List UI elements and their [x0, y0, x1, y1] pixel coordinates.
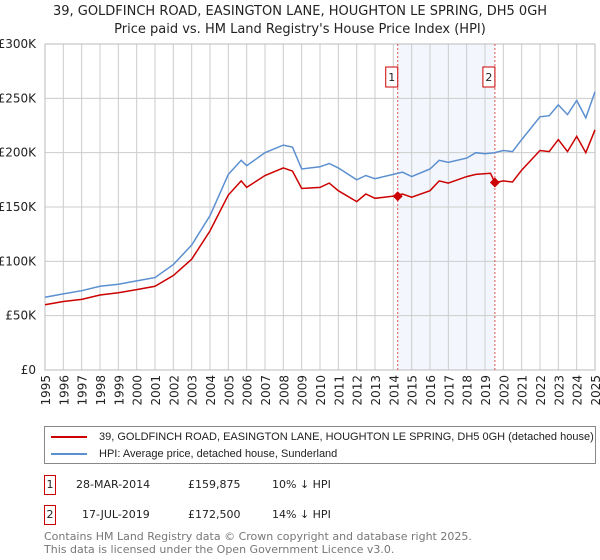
footer-line: This data is licensed under the Open Gov…	[44, 543, 395, 556]
legend-swatch-blue	[51, 453, 87, 455]
footer-line: Contains HM Land Registry data © Crown c…	[44, 530, 472, 543]
x-tick-label: 1999	[112, 375, 126, 406]
y-tick-label: £150K	[0, 200, 37, 214]
legend-swatch-red	[51, 436, 87, 438]
sale-date: 28-MAR-2014	[76, 478, 151, 491]
x-tick-label: 2014	[387, 375, 401, 406]
sale-hpi-diff: 10% ↓ HPI	[272, 478, 331, 491]
y-tick-label: £200K	[0, 146, 37, 160]
x-tick-label: 1997	[76, 375, 90, 406]
x-tick-label: 2019	[479, 375, 493, 406]
x-tick-label: 2007	[259, 375, 273, 406]
x-tick-label: 2004	[204, 375, 218, 406]
x-tick-label: 1998	[94, 375, 108, 406]
x-tick-label: 2022	[534, 375, 548, 406]
y-tick-label: £0	[21, 363, 36, 377]
x-tick-label: 2013	[369, 375, 383, 406]
chart-subtitle: Price paid vs. HM Land Registry's House …	[114, 22, 486, 37]
x-tick-label: 2020	[497, 375, 511, 406]
plot-frame	[44, 43, 596, 371]
sale-marker: 2	[44, 505, 56, 525]
legend: 39, GOLDFINCH ROAD, EASINGTON LANE, HOUG…	[44, 426, 596, 464]
x-tick-label: 2003	[186, 375, 200, 406]
sale-point	[392, 191, 403, 202]
x-tick-label: 2025	[589, 375, 600, 406]
legend-item-hpi: HPI: Average price, detached house, Sund…	[51, 446, 337, 462]
x-tick-label: 2008	[277, 375, 291, 406]
x-tick-label: 2018	[461, 375, 475, 406]
x-tick-label: 2016	[424, 375, 438, 406]
x-tick-label: 2002	[167, 375, 181, 406]
chart-title: 39, GOLDFINCH ROAD, EASINGTON LANE, HOUG…	[52, 4, 548, 19]
x-tick-label: 2011	[332, 375, 346, 406]
x-tick-label: 2000	[131, 375, 145, 406]
footer: Contains HM Land Registry data © Crown c…	[44, 530, 472, 556]
sale-label: 2	[485, 71, 492, 84]
y-tick-label: £50K	[5, 309, 37, 323]
x-tick-label: 2009	[296, 375, 310, 406]
x-tick-label: 2021	[516, 375, 530, 406]
legend-label: HPI: Average price, detached house, Sund…	[99, 448, 338, 460]
x-tick-label: 2015	[406, 375, 420, 406]
sale-price: £159,875	[188, 478, 241, 491]
property-series-line	[44, 129, 596, 306]
x-tick-label: 2017	[442, 375, 456, 406]
price-chart: 1995 1996 1997 1998 1999 2000 2001 2002 2003 2004…	[0, 37, 600, 406]
legend-label: 39, GOLDFINCH ROAD, EASINGTON LANE, HOUG…	[99, 431, 594, 443]
sale-price: £172,500	[188, 508, 241, 521]
x-tick-label: 2010	[314, 375, 328, 406]
x-tick-label: 2005	[222, 375, 236, 406]
x-tick-label: 2012	[351, 375, 365, 406]
sale-label: 1	[388, 71, 395, 84]
hpi-series-line	[44, 91, 596, 298]
sale-hpi-diff: 14% ↓ HPI	[272, 508, 331, 521]
x-tick-label: 2024	[571, 375, 585, 406]
sale-marker: 1	[44, 475, 56, 495]
x-tick-label: 2006	[241, 375, 255, 406]
y-tick-label: £250K	[0, 91, 37, 105]
sale-label-box	[385, 66, 399, 88]
x-tick-label: 1996	[57, 375, 71, 406]
y-tick-label: £300K	[0, 37, 37, 51]
sale-date: 17-JUL-2019	[82, 508, 150, 521]
x-tick-label: 1995	[39, 375, 53, 406]
x-tick-label: 2001	[149, 375, 163, 406]
legend-item-property: 39, GOLDFINCH ROAD, EASINGTON LANE, HOUG…	[51, 429, 594, 445]
y-tick-label: £100K	[0, 254, 37, 268]
x-tick-label: 2023	[552, 375, 566, 406]
sale-point	[489, 177, 500, 188]
sale-label-box	[482, 66, 496, 88]
